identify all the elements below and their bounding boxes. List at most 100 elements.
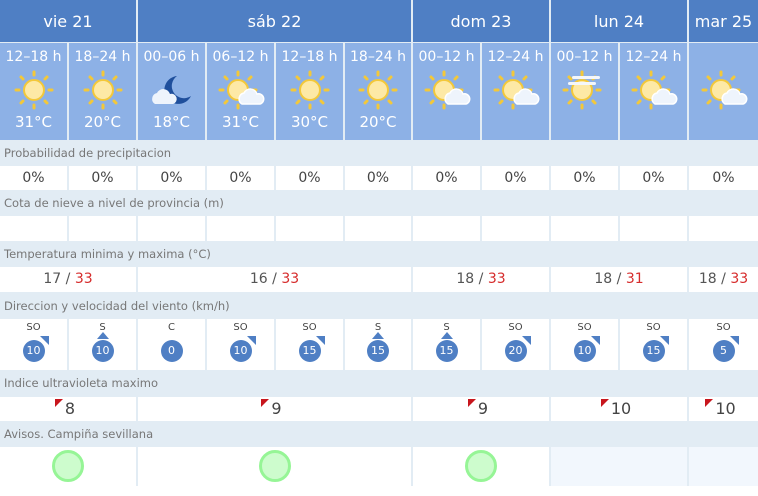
uv-value: 9 — [477, 399, 489, 418]
wind-speed-badge: 10 — [91, 332, 114, 362]
precip-value: 0% — [298, 170, 321, 186]
wind-direction: C — [168, 322, 175, 333]
period-label: 12–18 h — [281, 49, 338, 65]
uv-value: 9 — [271, 399, 282, 418]
warning-cell — [551, 447, 687, 486]
wind-speed-badge: 20 — [504, 336, 531, 362]
separator: / — [612, 271, 626, 287]
period-cell: 12–24 h — [482, 43, 549, 140]
warning-cell — [689, 447, 758, 486]
precip-value: 0% — [435, 170, 458, 186]
wind-cell: SO 15 — [620, 319, 687, 370]
row-label-uv: Indice ultravioleta maximo — [4, 376, 159, 390]
temp-min: 16 — [249, 271, 268, 287]
precip-value: 0% — [160, 170, 183, 186]
temp-minmax-cell: 17 / 33 — [0, 267, 136, 292]
wind-direction: S — [443, 322, 450, 333]
wind-speed-badge: 10 — [573, 336, 600, 362]
row-label-wind: Direccion y velocidad del viento (km/h) — [4, 299, 230, 313]
wind-arrow-icon — [372, 332, 384, 339]
separator: / — [267, 271, 282, 287]
temp-minmax-cell: 16 / 33 — [138, 267, 411, 292]
uv-index: 9 — [261, 399, 282, 418]
wind-speed: 15 — [371, 344, 385, 357]
wind-cell: SO 10 — [551, 319, 618, 370]
day-header: lun 24 — [551, 0, 687, 42]
wind-cell: S 15 — [345, 319, 411, 370]
period-label: 18–24 h — [74, 49, 131, 65]
period-cell: 06–12 h 31°C — [207, 43, 274, 140]
row-label-precip: Probabilidad de precipitacion — [4, 146, 172, 160]
day-label: lun 24 — [593, 11, 645, 31]
wind-speed: 5 — [720, 344, 727, 357]
snow-cell — [0, 216, 67, 241]
period-label: 12–24 h — [487, 49, 544, 65]
uv-index: 10 — [600, 399, 631, 418]
snow-cell — [207, 216, 274, 241]
warning-green-icon[interactable] — [52, 450, 84, 482]
wind-speed-badge: 0 — [160, 340, 183, 362]
temp-max: 33 — [487, 271, 506, 287]
wind-direction: S — [374, 322, 382, 333]
wind-speed: 20 — [508, 344, 523, 357]
sun-cloud-icon — [620, 67, 687, 113]
wind-cell: SO 10 — [207, 319, 274, 370]
period-cell: 18–24 h 20°C — [345, 43, 411, 140]
wind-arrow-icon — [659, 336, 669, 345]
wind-speed-badge: 15 — [642, 336, 669, 362]
period-label: 06–12 h — [212, 49, 269, 65]
temp-minmax-cell: 18 / 33 — [413, 267, 549, 292]
wind-speed-badge: 15 — [435, 332, 458, 362]
warning-cell — [0, 447, 136, 486]
wind-speed-badge: 15 — [367, 332, 389, 362]
precip-cell: 0% — [620, 166, 687, 190]
warning-green-icon[interactable] — [258, 450, 291, 482]
period-cell: 00–12 h — [413, 43, 480, 140]
period-cell: 00–12 h — [551, 43, 618, 140]
precip-value: 0% — [229, 170, 252, 186]
wind-direction: SO — [233, 322, 248, 333]
snow-cell — [620, 216, 687, 241]
row-label-temp: Temperatura minima y maxima (°C) — [4, 247, 211, 261]
sun-icon — [345, 67, 411, 113]
wind-direction: SO — [26, 322, 41, 333]
temp-max: 33 — [730, 271, 749, 287]
wind-speed-badge: 15 — [298, 336, 325, 362]
uv-index: 10 — [705, 399, 736, 418]
wind-direction: S — [99, 322, 106, 333]
period-label: 00–12 h — [418, 49, 475, 65]
uv-flag-icon — [261, 399, 270, 407]
temp-max: 31 — [625, 271, 644, 287]
day-label: sáb 22 — [247, 11, 302, 31]
precip-value: 0% — [504, 170, 527, 186]
wind-cell: S 15 — [413, 319, 480, 370]
wind-arrow-icon — [246, 336, 256, 345]
uv-cell: 8 — [0, 397, 136, 421]
warning-green-icon[interactable] — [465, 450, 497, 482]
precip-cell: 0% — [138, 166, 205, 190]
uv-index: 9 — [467, 399, 489, 418]
period-cell: 00–06 h 18°C — [138, 43, 205, 140]
period-cell: 18–24 h 20°C — [69, 43, 136, 140]
temp-max: 33 — [74, 271, 93, 287]
sun-icon — [69, 67, 136, 113]
wind-speed-badge: 5 — [712, 336, 739, 362]
wind-cell: SO 10 — [0, 319, 67, 370]
wind-direction: SO — [716, 322, 731, 333]
uv-flag-icon — [600, 399, 609, 407]
sun-cloud-icon — [689, 67, 758, 113]
forecast-table: vie 21 sáb 22 dom 23 lun 24 mar 25 12–18 h 31°… — [0, 0, 758, 486]
precip-value: 0% — [22, 170, 45, 186]
snow-cell — [482, 216, 549, 241]
wind-direction: SO — [302, 322, 317, 333]
temp-min: 18 — [594, 271, 613, 287]
wind-speed: 0 — [168, 344, 175, 357]
precip-cell: 0% — [0, 166, 67, 190]
sun-icon — [276, 67, 343, 113]
day-header: mar 25 — [689, 0, 758, 42]
snow-cell — [276, 216, 343, 241]
day-header: vie 21 — [0, 0, 136, 42]
snow-cell — [689, 216, 758, 241]
snow-cell — [413, 216, 480, 241]
